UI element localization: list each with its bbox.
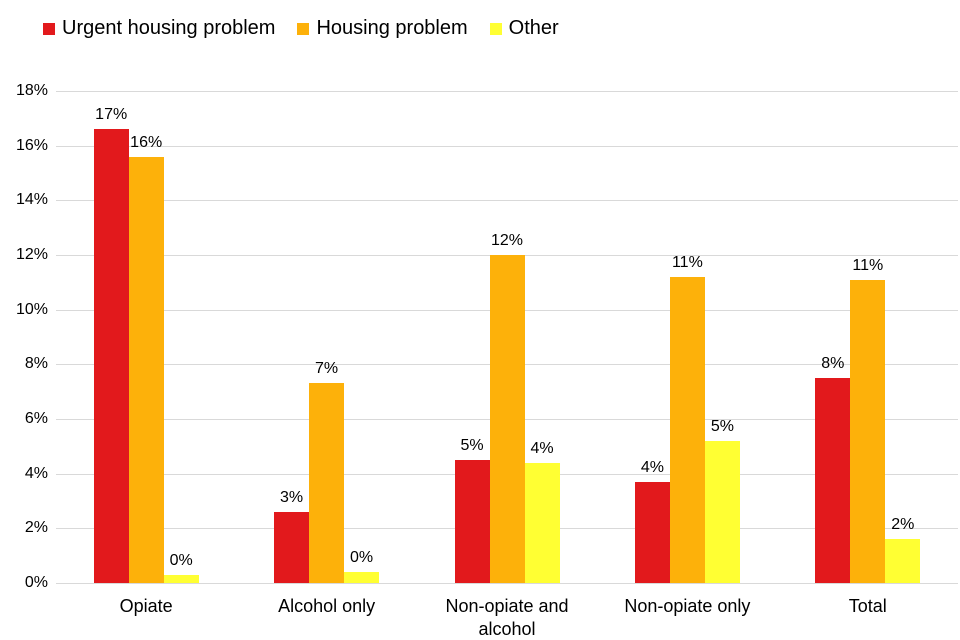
- bar-opiate-other: [163, 574, 199, 583]
- legend-label: Urgent housing problem: [62, 17, 276, 39]
- bar-total-urgent-housing-problem: [815, 378, 851, 583]
- bar-non-opiate-only-other: [704, 440, 740, 583]
- bar-value-label: 8%: [821, 355, 845, 372]
- bar-value-label: 5%: [710, 417, 734, 435]
- bar-value-label: 5%: [460, 437, 484, 454]
- y-axis-tick-label: 2%: [24, 519, 48, 537]
- bar-value-label: 11%: [671, 253, 703, 271]
- bar-value-label: 2%: [891, 516, 915, 534]
- bar-value-label: 0%: [350, 549, 374, 567]
- y-axis-tick-label: 0%: [24, 574, 48, 591]
- gridline: [56, 583, 958, 584]
- bar-total-other: [885, 539, 921, 583]
- legend-item-urgent-housing-problem: Urgent housing problem: [43, 17, 275, 40]
- y-axis-tick-label: 8%: [24, 355, 48, 373]
- bar-value-label: 12%: [490, 232, 524, 249]
- legend-item-other: Other: [489, 17, 559, 40]
- y-axis-tick-label: 16%: [15, 136, 48, 154]
- bar-total-housing-problem: [850, 279, 886, 583]
- bar-value-label: 7%: [315, 360, 339, 378]
- bar-value-label: 17%: [95, 106, 128, 124]
- legend-swatch-icon: [297, 22, 310, 35]
- chart-legend: Urgent housing problem Housing problem Oth…: [43, 17, 559, 40]
- y-axis-tick-label: 10%: [15, 300, 48, 318]
- y-axis-tick-label: 14%: [15, 191, 48, 209]
- gridline: [56, 200, 958, 202]
- bar-non-opiate-only-housing-problem: [669, 276, 705, 583]
- bar-non-opiate-and-alcohol-other: [524, 462, 560, 583]
- x-axis-category-label: Non-opiate only: [624, 596, 751, 616]
- legend-label: Other: [508, 17, 559, 39]
- legend-swatch-icon: [43, 22, 55, 35]
- bar-alcohol-only-urgent-housing-problem: [274, 511, 310, 583]
- bar-value-label: 11%: [852, 256, 884, 274]
- bar-non-opiate-and-alcohol-housing-problem: [489, 255, 525, 583]
- bar-value-label: 3%: [280, 488, 304, 506]
- bar-value-label: 4%: [640, 458, 664, 476]
- bar-value-label: 4%: [530, 439, 554, 457]
- bar-value-label: 16%: [130, 133, 163, 151]
- bar-alcohol-only-other: [344, 572, 380, 583]
- gridline: [56, 91, 958, 92]
- bar-non-opiate-and-alcohol-urgent-housing-problem: [454, 460, 490, 583]
- x-axis-category-label: Opiate: [119, 596, 173, 616]
- y-axis-tick-label: 6%: [24, 410, 48, 427]
- legend-swatch-icon: [489, 22, 502, 35]
- bar-opiate-housing-problem: [128, 156, 164, 583]
- legend-item-housing-problem: Housing problem: [297, 17, 468, 40]
- legend-label: Housing problem: [316, 17, 468, 39]
- x-axis-category-label: Non-opiate and alcohol: [445, 596, 569, 640]
- bar-opiate-urgent-housing-problem: [93, 129, 129, 583]
- x-axis-category-label: Total: [848, 596, 887, 616]
- y-axis-tick-label: 18%: [15, 82, 48, 99]
- x-axis-category-label: Alcohol only: [278, 596, 376, 616]
- gridline: [56, 145, 958, 147]
- bar-non-opiate-only-urgent-housing-problem: [634, 481, 670, 583]
- y-axis-tick-label: 4%: [24, 464, 48, 482]
- bar-value-label: 0%: [169, 551, 193, 569]
- bar-alcohol-only-housing-problem: [309, 383, 345, 583]
- y-axis-tick-label: 12%: [15, 246, 48, 263]
